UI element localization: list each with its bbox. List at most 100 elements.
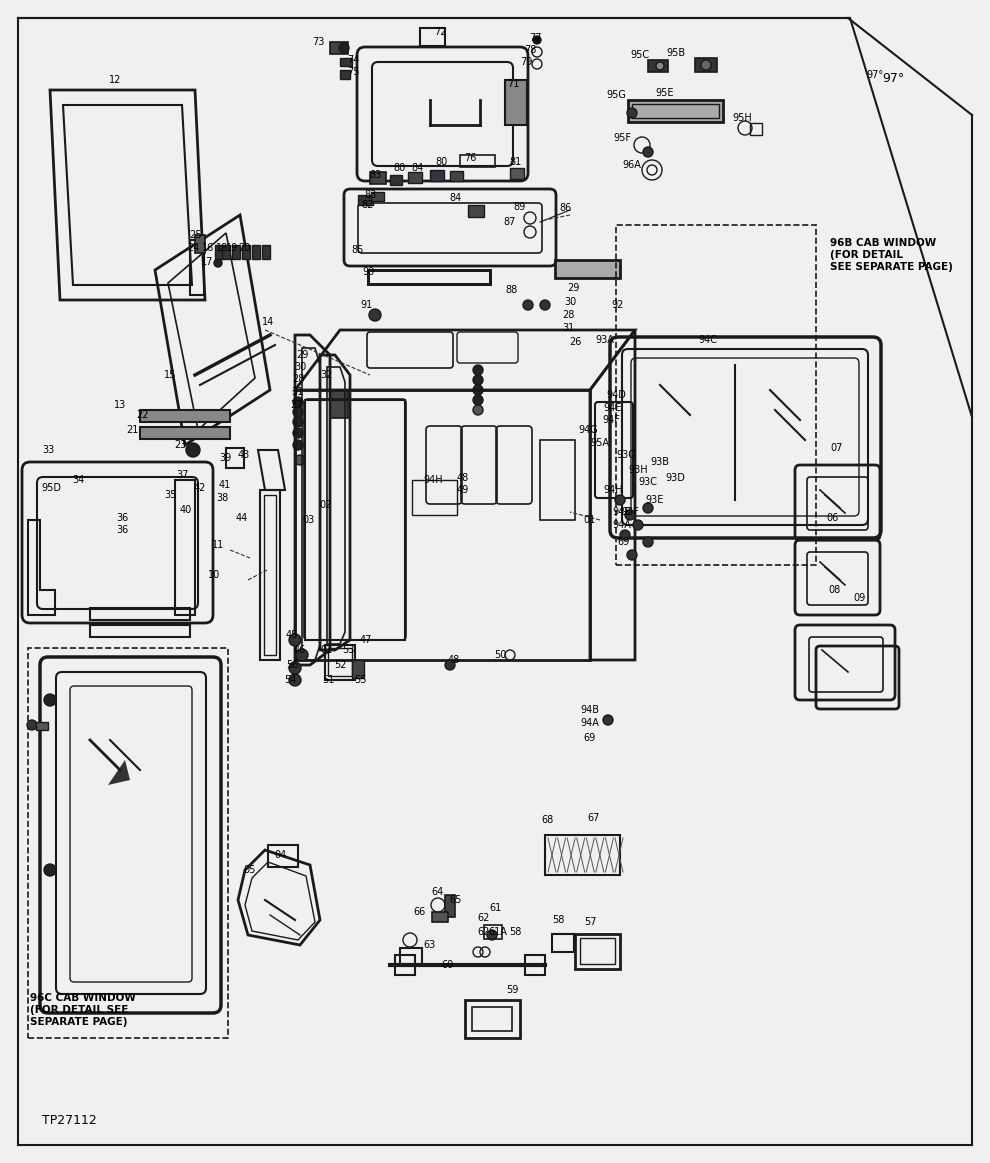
Text: 72: 72	[434, 27, 446, 37]
Bar	[368, 270, 490, 284]
Text: 82: 82	[361, 200, 374, 211]
Bar	[232, 245, 240, 259]
Text: 92: 92	[612, 300, 624, 311]
Text: 13: 13	[114, 400, 126, 411]
Text: 63: 63	[424, 940, 437, 950]
Circle shape	[533, 36, 541, 44]
Text: 97°: 97°	[882, 71, 904, 85]
Bar	[628, 100, 723, 122]
Text: 57: 57	[584, 916, 596, 927]
Circle shape	[44, 694, 56, 706]
Text: 94A: 94A	[613, 520, 632, 530]
Text: 58: 58	[509, 927, 521, 937]
Text: 34: 34	[72, 475, 84, 485]
Text: 53: 53	[342, 645, 354, 655]
Text: 84: 84	[412, 163, 424, 173]
Bar	[226, 448, 244, 468]
Bar	[90, 608, 190, 620]
Bar	[215, 245, 223, 259]
Text: 55: 55	[353, 675, 366, 685]
Text: 81: 81	[509, 157, 521, 167]
Circle shape	[627, 550, 637, 561]
Bar	[695, 58, 717, 72]
Text: 10: 10	[208, 570, 220, 580]
Circle shape	[523, 300, 533, 311]
Text: 75: 75	[346, 67, 359, 77]
Text: 21: 21	[126, 424, 139, 435]
Circle shape	[473, 395, 483, 405]
Bar	[400, 948, 422, 964]
Text: 73: 73	[312, 37, 324, 47]
Bar	[510, 167, 524, 179]
Bar	[450, 171, 463, 181]
Text: 06: 06	[827, 513, 840, 523]
Bar	[330, 390, 348, 418]
Text: 56: 56	[286, 659, 298, 670]
Text: 31: 31	[291, 387, 303, 397]
Circle shape	[369, 309, 381, 321]
Text: 39: 39	[219, 454, 231, 463]
Circle shape	[473, 405, 483, 415]
Text: 37: 37	[176, 470, 188, 480]
Text: 65: 65	[449, 896, 462, 905]
Bar	[36, 722, 48, 730]
Bar	[484, 925, 502, 939]
Bar	[371, 192, 384, 201]
Text: 17: 17	[201, 257, 213, 267]
Text: 68: 68	[542, 815, 554, 825]
Bar	[370, 172, 386, 184]
Text: 30: 30	[294, 362, 306, 372]
Text: 04: 04	[274, 850, 286, 859]
Text: 95F: 95F	[613, 133, 631, 143]
Bar	[395, 955, 415, 975]
Text: 27: 27	[290, 400, 302, 411]
Bar	[430, 170, 444, 181]
Text: 83: 83	[364, 190, 376, 200]
Bar	[445, 896, 455, 916]
Text: 03: 03	[302, 515, 314, 525]
Circle shape	[656, 62, 664, 70]
Text: 47: 47	[359, 635, 372, 645]
Text: 80: 80	[394, 163, 406, 173]
Bar	[328, 648, 352, 676]
Circle shape	[540, 300, 550, 311]
Text: 93G: 93G	[616, 450, 636, 461]
Text: 48: 48	[447, 655, 460, 665]
Circle shape	[295, 455, 305, 465]
Text: 46: 46	[294, 645, 306, 655]
Text: 62: 62	[478, 913, 490, 923]
Bar	[358, 195, 373, 205]
Circle shape	[473, 374, 483, 385]
Bar	[468, 205, 484, 217]
Circle shape	[445, 659, 455, 670]
Text: 94E: 94E	[604, 404, 622, 413]
Text: 48: 48	[456, 473, 469, 483]
Bar	[460, 155, 495, 167]
Text: 44: 44	[236, 513, 248, 523]
Text: 09: 09	[853, 593, 866, 602]
Text: 05: 05	[244, 865, 256, 875]
Text: 78: 78	[524, 45, 537, 55]
Text: 32: 32	[320, 370, 333, 380]
Text: 93B: 93B	[650, 457, 669, 468]
Text: 61: 61	[489, 902, 501, 913]
Text: 54: 54	[284, 675, 296, 685]
Bar	[555, 261, 620, 278]
Bar	[390, 174, 402, 185]
Text: 69: 69	[617, 537, 629, 547]
Text: 36: 36	[116, 525, 128, 535]
Bar	[545, 835, 620, 875]
Circle shape	[473, 385, 483, 395]
Circle shape	[633, 520, 643, 530]
Text: 79: 79	[520, 57, 533, 67]
Bar	[140, 411, 230, 422]
Bar	[648, 60, 668, 72]
Circle shape	[293, 407, 303, 418]
Bar	[472, 1007, 512, 1032]
Text: 88: 88	[506, 285, 518, 295]
Circle shape	[643, 147, 653, 157]
Text: 94H: 94H	[603, 485, 623, 495]
Bar	[420, 28, 445, 47]
Text: 93D: 93D	[665, 473, 685, 483]
Circle shape	[44, 864, 56, 876]
